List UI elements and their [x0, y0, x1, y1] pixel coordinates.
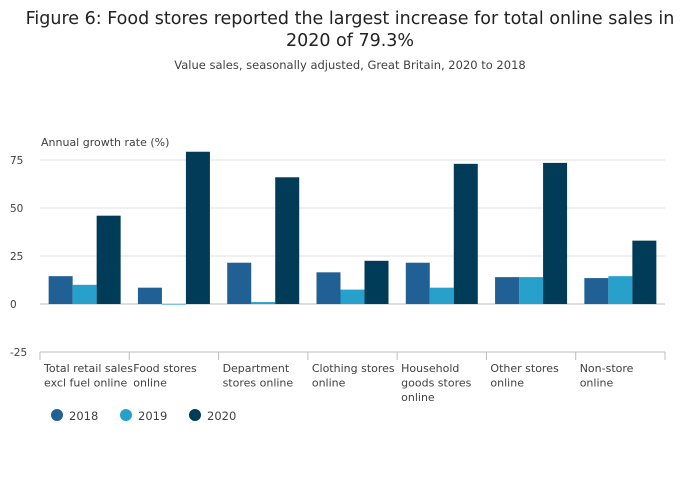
legend-marker-2019 — [120, 409, 132, 421]
chart-title-line-1: Figure 6: Food stores reported the large… — [26, 9, 675, 29]
x-tick-label: Total retail sales excl fuel online — [43, 362, 133, 390]
bar-2019-0 — [72, 284, 97, 304]
bar-2018-4 — [405, 262, 430, 304]
x-tick-label: Other stores online — [490, 362, 559, 390]
bar-2020-3 — [364, 260, 389, 304]
x-tick-label: Household goods stores online — [401, 362, 471, 404]
bar-2019-1 — [161, 304, 186, 305]
legend: 2018 2019 2020 — [51, 409, 236, 423]
bar-2018-3 — [316, 272, 341, 304]
bar-2020-4 — [453, 163, 478, 304]
bar-2018-6 — [584, 278, 609, 304]
y-axis-ticks: 75 50 25 0 -25 — [10, 155, 27, 359]
bar-2020-1 — [185, 151, 210, 304]
legend-label-2019: 2019 — [138, 409, 167, 423]
gridlines — [40, 159, 665, 305]
bar-2019-3 — [340, 289, 365, 304]
x-tick-label: Department stores online — [223, 362, 294, 390]
bar-2020-6 — [632, 240, 657, 304]
legend-label-2018: 2018 — [69, 409, 98, 423]
y-tick-label: 50 — [10, 203, 23, 215]
x-tick-label: Non-store online — [580, 362, 634, 390]
bar-2020-5 — [543, 162, 568, 304]
y-tick-label: 25 — [10, 251, 23, 263]
bars — [48, 151, 657, 305]
y-tick-label: 0 — [10, 299, 17, 311]
chart-title-line-2: 2020 of 79.3% — [286, 31, 414, 51]
legend-marker-2018 — [51, 409, 63, 421]
x-tick-label: Clothing stores online — [312, 362, 395, 390]
bar-2018-5 — [495, 277, 520, 304]
bar-2019-5 — [519, 277, 544, 304]
bar-2019-4 — [429, 287, 454, 304]
bar-2020-0 — [96, 215, 121, 304]
bar-2019-6 — [608, 276, 633, 304]
y-tick-label: -25 — [10, 347, 27, 359]
legend-marker-2020 — [189, 409, 201, 421]
bar-2019-2 — [251, 302, 276, 304]
bar-2018-0 — [48, 276, 73, 304]
bar-2018-2 — [227, 262, 252, 304]
chart-subtitle: Value sales, seasonally adjusted, Great … — [174, 58, 525, 72]
bar-2020-2 — [275, 177, 300, 304]
y-axis-label: Annual growth rate (%) — [41, 136, 169, 149]
y-tick-label: 75 — [10, 155, 23, 167]
x-tick-label: Food stores online — [133, 362, 197, 390]
bar-2018-1 — [137, 287, 162, 304]
legend-label-2020: 2020 — [207, 409, 236, 423]
